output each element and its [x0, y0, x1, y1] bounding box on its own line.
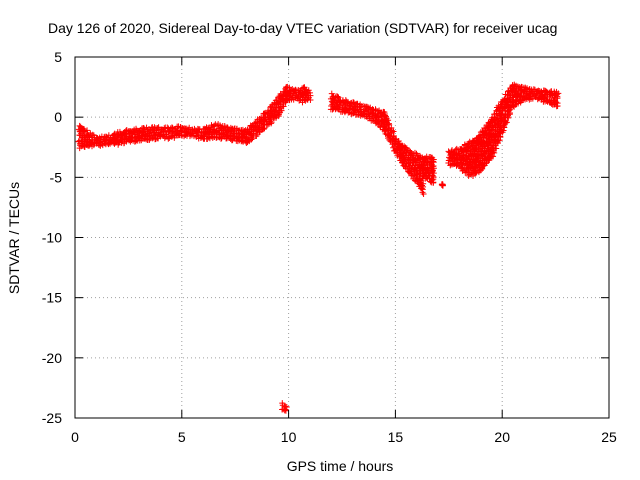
- x-tick-label: 5: [178, 429, 186, 445]
- data-point: [306, 89, 313, 96]
- data-point: [305, 87, 312, 94]
- data-point: [553, 99, 560, 106]
- series-outlier-1: [279, 400, 290, 414]
- x-tick-label: 0: [71, 429, 79, 445]
- data-point: [264, 121, 271, 128]
- data-point: [430, 156, 437, 163]
- data-point: [335, 94, 342, 101]
- data-point: [493, 145, 500, 152]
- data-point: [439, 182, 446, 189]
- data-point: [169, 125, 176, 132]
- data-point: [554, 93, 561, 100]
- data-point: [427, 153, 434, 160]
- data-point: [362, 107, 369, 114]
- data-point: [497, 134, 504, 141]
- data-point: [555, 90, 562, 97]
- data-point: [491, 149, 498, 156]
- data-point: [389, 127, 396, 134]
- data-point: [395, 138, 402, 145]
- ticks: 0 5 10 15 20 25 5 0 -5 -10 -15 -20 -25: [42, 49, 617, 445]
- data-point: [390, 132, 397, 139]
- data-point: [410, 172, 417, 179]
- data-point: [416, 157, 423, 164]
- y-axis-label: SDTVAR / TECUs: [6, 182, 22, 294]
- x-tick-label: 20: [494, 429, 510, 445]
- data-point: [438, 181, 445, 188]
- y-tick-label: -5: [50, 169, 63, 185]
- data-point: [334, 93, 341, 100]
- data-point: [260, 126, 267, 133]
- chart-title: Day 126 of 2020, Sidereal Day-to-day VTE…: [48, 20, 557, 36]
- series-rise-1: [242, 84, 290, 146]
- data-point: [420, 191, 427, 198]
- data-point: [165, 135, 172, 142]
- data-point: [391, 140, 398, 147]
- x-axis-label: GPS time / hours: [287, 458, 394, 474]
- y-tick-label: -25: [42, 410, 62, 426]
- series-drop-1: [381, 109, 427, 198]
- data-point: [420, 180, 427, 187]
- y-tick-label: -15: [42, 290, 62, 306]
- y-tick-label: -20: [42, 350, 62, 366]
- y-tick-label: -10: [42, 230, 62, 246]
- x-tick-label: 10: [281, 429, 297, 445]
- data-point: [81, 126, 88, 133]
- data-point: [140, 125, 147, 132]
- y-tick-label: 0: [54, 109, 62, 125]
- data-point: [204, 135, 211, 142]
- x-tick-label: 25: [601, 429, 617, 445]
- data-points: [75, 81, 562, 414]
- data-point: [282, 407, 289, 414]
- series-band-2: [327, 90, 388, 134]
- series-band-1: [75, 121, 250, 152]
- data-point: [470, 172, 477, 179]
- data-point: [381, 109, 388, 116]
- series-rise-2: [477, 83, 517, 174]
- data-point: [385, 117, 392, 124]
- data-point: [89, 131, 96, 138]
- series-outlier-2: [438, 181, 446, 189]
- series-band-5: [509, 81, 562, 110]
- x-tick-label: 15: [388, 429, 404, 445]
- series-band-3: [419, 153, 437, 186]
- data-point: [492, 116, 499, 123]
- series-peak-1: [282, 83, 314, 106]
- data-point: [283, 403, 290, 410]
- data-point: [447, 162, 454, 169]
- data-point: [554, 100, 561, 107]
- data-point: [503, 119, 510, 126]
- data-point: [283, 95, 290, 102]
- data-point: [388, 124, 395, 131]
- data-point: [541, 92, 548, 99]
- data-point: [386, 121, 393, 128]
- data-point: [155, 124, 162, 131]
- y-tick-label: 5: [54, 49, 62, 65]
